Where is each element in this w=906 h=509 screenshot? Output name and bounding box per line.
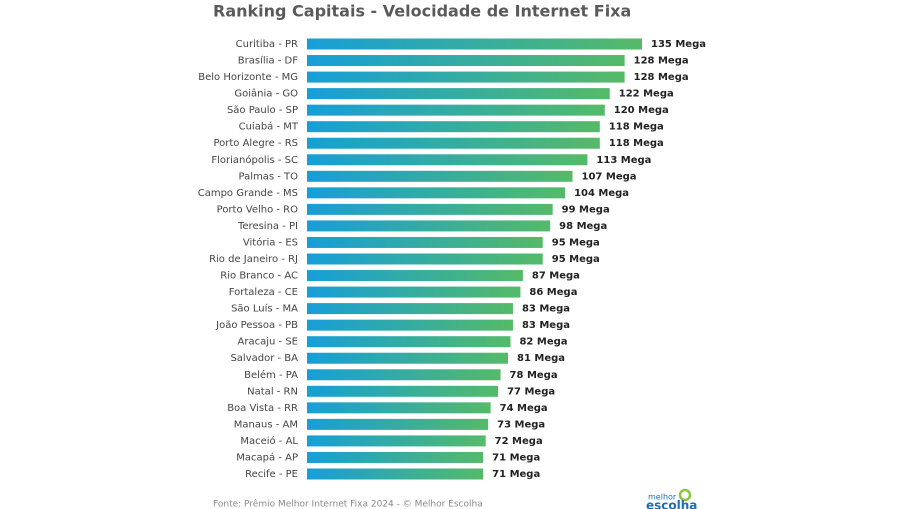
logo-text: escolha [646, 499, 697, 509]
y-tick-label: Natal - RN [247, 386, 298, 397]
value-label: 118 Mega [609, 122, 664, 133]
value-label: 82 Mega [519, 337, 567, 348]
bar [307, 203, 553, 215]
value-label: 87 Mega [532, 271, 580, 282]
bar [307, 270, 523, 282]
y-tick-label: Recife - PE [245, 469, 298, 480]
bar [307, 418, 489, 430]
y-tick-label: Belo Horizonte - MG [198, 72, 298, 83]
y-tick-label: Teresina - PI [237, 221, 298, 232]
bar [307, 170, 573, 182]
y-tick-label: Florianópolis - SC [211, 154, 298, 166]
value-label: 120 Mega [614, 105, 669, 116]
y-tick-label: São Paulo - SP [227, 105, 298, 116]
y-tick-label: Brasília - DF [238, 55, 298, 67]
bar [307, 220, 551, 232]
y-tick-label: Salvador - BA [230, 353, 298, 364]
value-label: 78 Mega [510, 370, 558, 381]
y-tick-label: Porto Alegre - RS [213, 138, 298, 149]
logo-icon [678, 488, 692, 502]
value-label: 73 Mega [497, 419, 545, 430]
value-label: 71 Mega [492, 469, 540, 480]
bar [307, 55, 625, 67]
bar [307, 319, 513, 331]
y-tick-label: Rio Branco - AC [220, 271, 298, 282]
bar [307, 402, 491, 414]
value-label: 135 Mega [651, 39, 706, 50]
value-label: 118 Mega [609, 138, 664, 149]
value-label: 95 Mega [552, 254, 600, 265]
bar [307, 385, 499, 397]
value-label: 95 Mega [552, 237, 600, 248]
bar [307, 286, 521, 298]
bar [307, 352, 508, 364]
y-tick-label: Porto Velho - RO [217, 204, 298, 215]
value-label: 71 Mega [492, 452, 540, 463]
bar [307, 468, 484, 480]
y-tick-label: Goiânia - GO [234, 88, 298, 100]
logo-text: melhor [648, 493, 677, 502]
bar [307, 451, 484, 463]
y-tick-label: Maceió - AL [240, 435, 298, 447]
y-tick-label: Campo Grande - MS [198, 188, 298, 199]
value-label: 81 Mega [517, 353, 565, 364]
bar [307, 71, 625, 83]
source: Fonte: Prêmio Melhor Internet Fixa 2024 … [213, 499, 483, 509]
value-label: 113 Mega [596, 155, 651, 166]
value-label: 128 Mega [634, 72, 689, 83]
value-label: 122 Mega [619, 89, 674, 100]
bar [307, 369, 501, 381]
y-tick-label: São Luís - MA [231, 303, 298, 315]
bar [307, 121, 600, 133]
y-tick-label: Vitória - ES [243, 236, 298, 248]
value-label: 83 Mega [522, 304, 570, 315]
bar [307, 154, 588, 166]
y-tick-label: Palmas - TO [238, 171, 298, 182]
y-tick-label: Fortaleza - CE [229, 287, 298, 298]
y-tick-label: Macapá - AP [236, 451, 298, 463]
value-label: 86 Mega [529, 287, 577, 298]
bar [307, 435, 486, 447]
y-tick-label: Rio de Janeiro - RJ [209, 254, 298, 265]
bar [307, 88, 610, 100]
bar [307, 137, 600, 149]
y-tick-label: Aracaju - SE [238, 337, 298, 348]
y-tick-label: Manaus - AM [234, 419, 298, 430]
value-label: 72 Mega [495, 436, 543, 447]
bar [307, 253, 543, 265]
bar [307, 336, 511, 348]
y-tick-label: João Pessoa - PB [215, 320, 298, 331]
bar [307, 303, 513, 315]
value-label: 104 Mega [574, 188, 629, 199]
bar [307, 104, 605, 116]
y-tick-label: Boa Vista - RR [227, 403, 298, 414]
value-label: 99 Mega [562, 204, 610, 215]
value-label: 83 Mega [522, 320, 570, 331]
y-tick-label: Cuiabá - MT [239, 121, 299, 133]
value-label: 128 Mega [634, 56, 689, 67]
y-tick-label: Curitiba - PR [236, 39, 298, 50]
value-label: 77 Mega [507, 386, 555, 397]
value-label: 74 Mega [500, 403, 548, 414]
bar [307, 38, 642, 50]
bar [307, 187, 566, 199]
y-tick-label: Belém - PA [244, 369, 298, 381]
chart-title: Ranking Capitais - Velocidade de Interne… [213, 2, 631, 21]
bar [307, 236, 543, 248]
value-label: 98 Mega [559, 221, 607, 232]
value-label: 107 Mega [582, 171, 637, 182]
